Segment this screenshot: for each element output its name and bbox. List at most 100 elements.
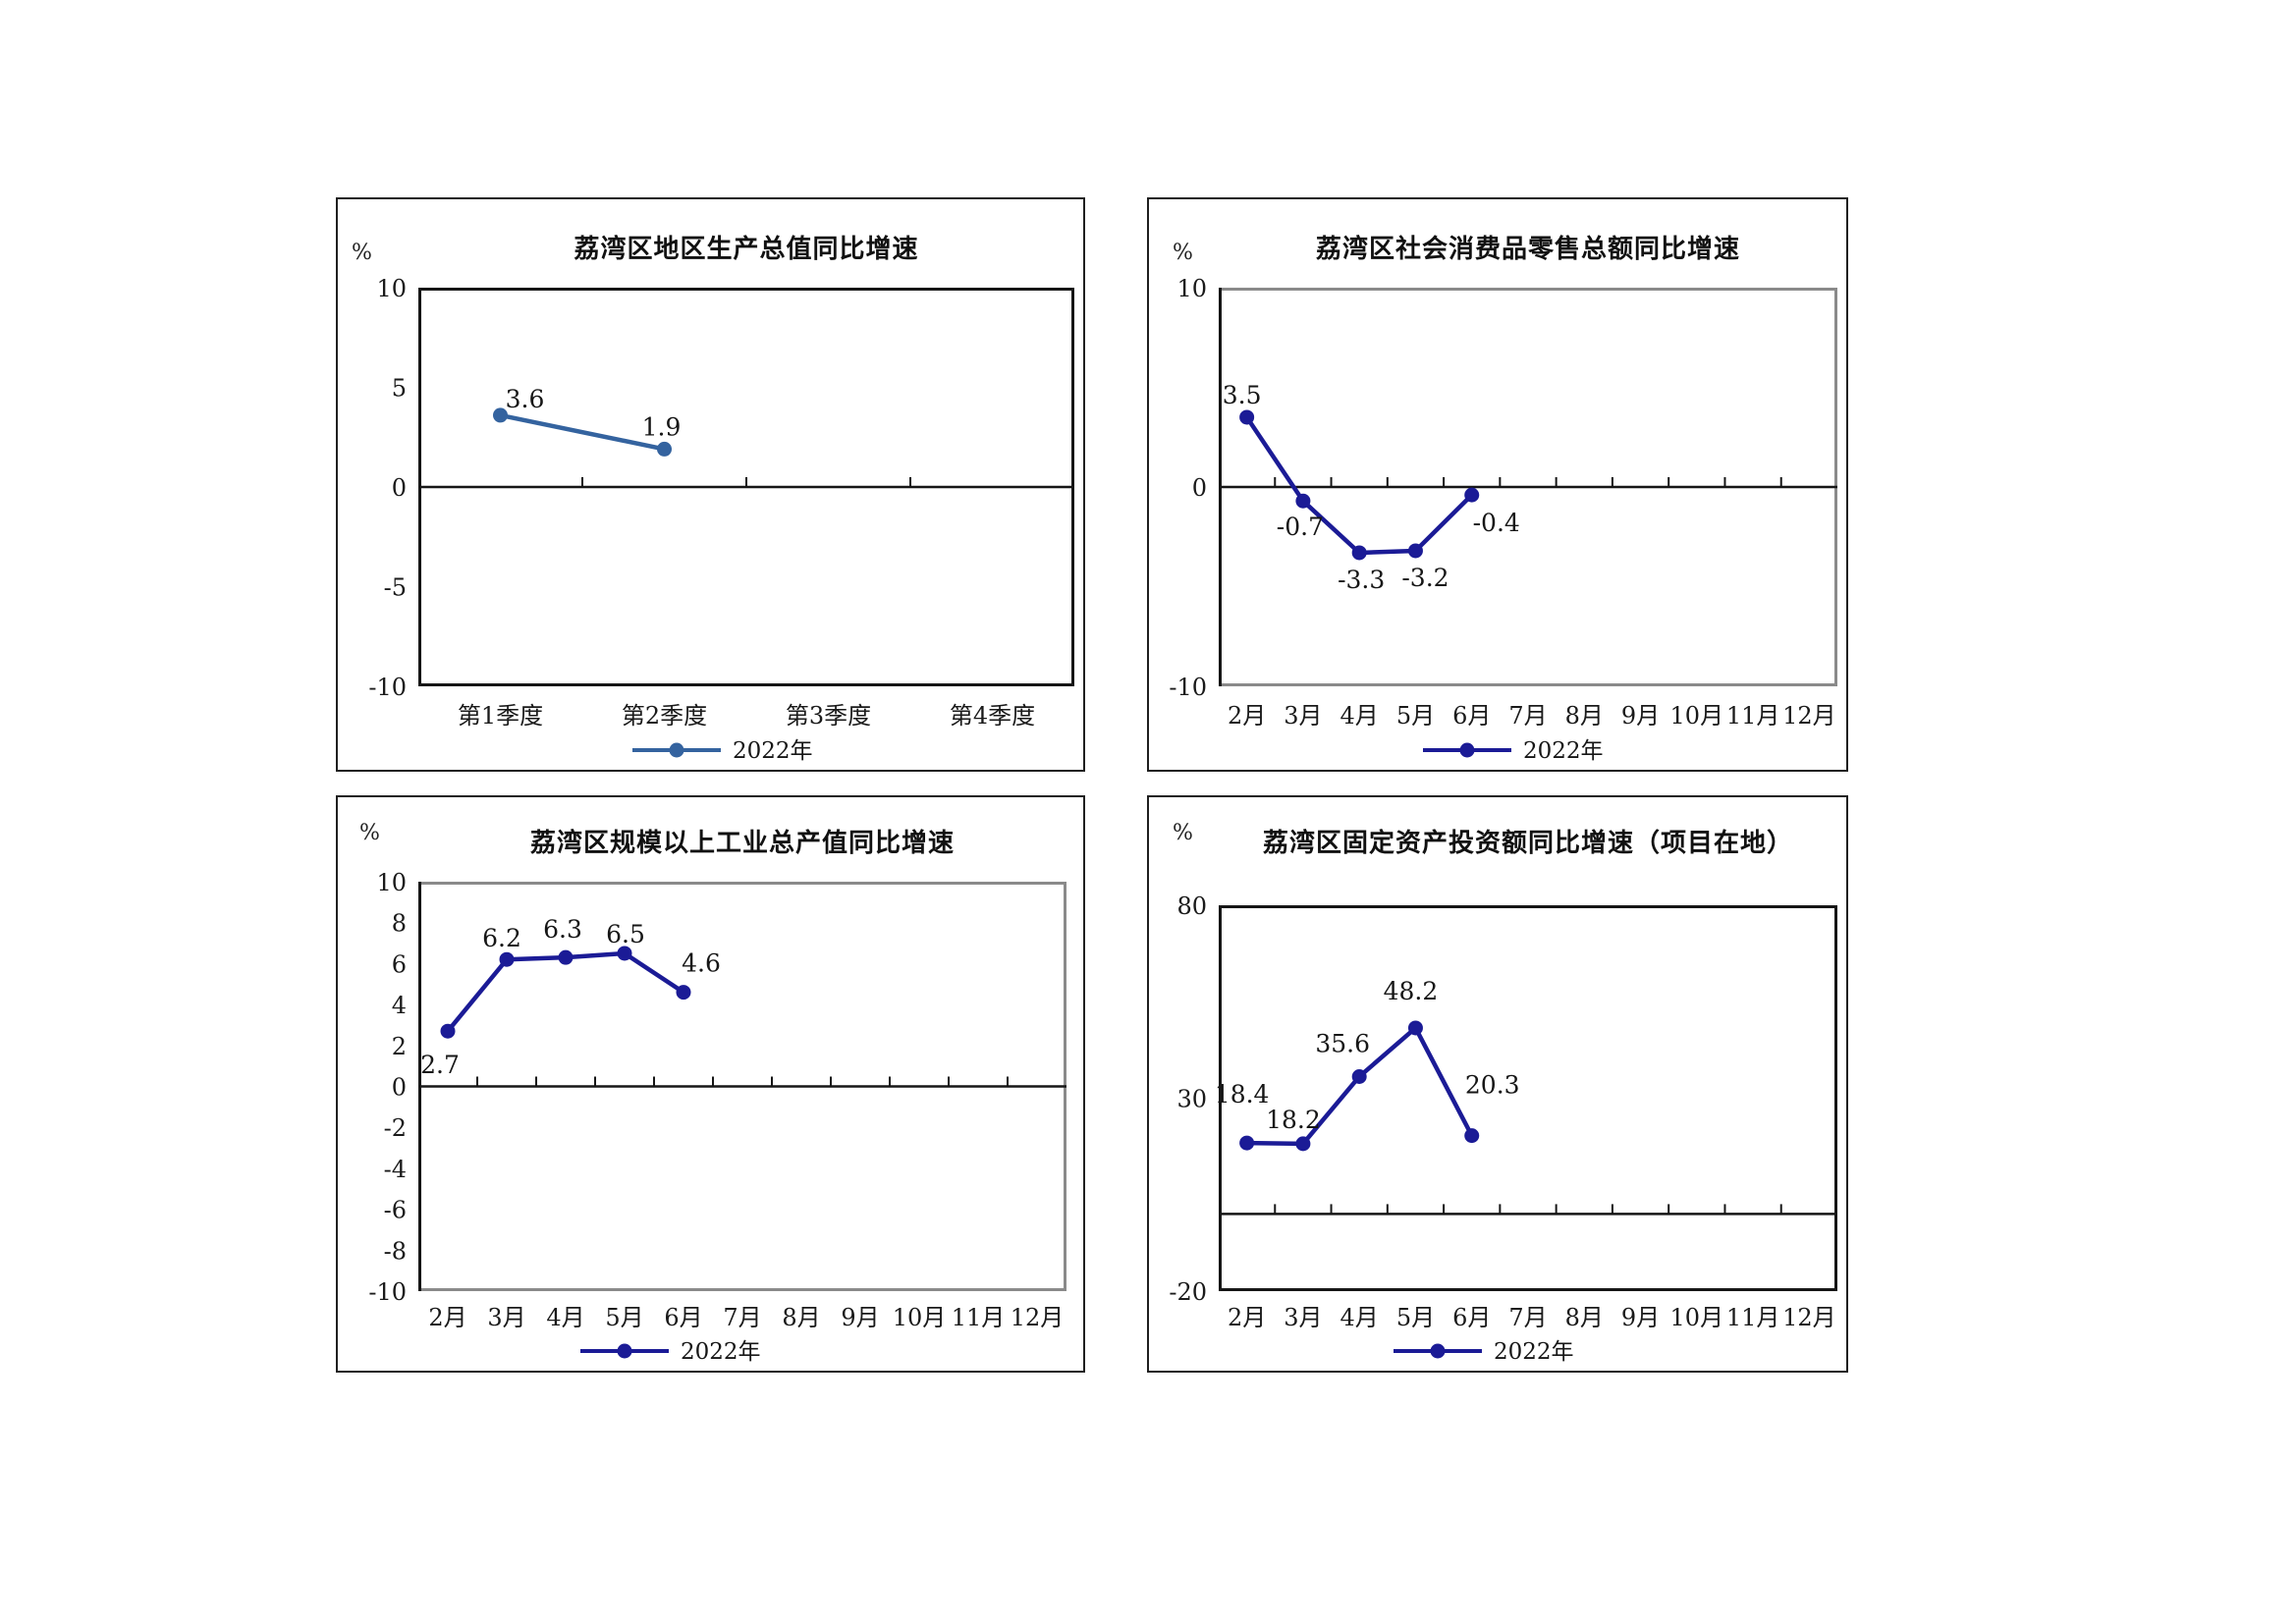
- data-point-marker: [1239, 409, 1255, 425]
- legend: 2022年: [1423, 738, 1604, 764]
- chart-title: 荔湾区固定资产投资额同比增速（项目在地）: [1262, 829, 1793, 858]
- data-label: 1.9: [642, 412, 682, 441]
- x-axis-labels: 2月 3月 4月 5月 6月 7月 8月 9月 10月 11月 12月: [1228, 1304, 1836, 1331]
- y-axis-tick-label: -8: [384, 1237, 407, 1265]
- data-point-marker: [493, 407, 508, 423]
- x-axis-tick-label: 9月: [1621, 1304, 1660, 1331]
- x-axis-tick-label: 10月: [1670, 1304, 1724, 1331]
- y-axis-unit-label: %: [1173, 241, 1193, 265]
- data-point-marker: [676, 985, 691, 1001]
- data-point-markers: [1239, 409, 1480, 561]
- x-axis-tick-label: 9月: [841, 1304, 879, 1331]
- data-label: 18.2: [1266, 1106, 1321, 1134]
- y-axis-tick-label: -2: [384, 1114, 407, 1142]
- x-axis-tick-label: 6月: [664, 1304, 702, 1331]
- data-label: 6.3: [543, 915, 582, 944]
- data-point-marker: [558, 949, 574, 965]
- x-axis-tick-label: 2月: [1228, 1304, 1266, 1331]
- y-axis-tick-label: -20: [1169, 1278, 1207, 1306]
- data-line: [445, 950, 686, 1034]
- legend-marker-symbol: [1459, 742, 1475, 758]
- x-axis-tick-label: 9月: [1621, 702, 1660, 730]
- data-label: 2.7: [420, 1051, 460, 1079]
- data-point-marker: [657, 441, 672, 457]
- y-axis-tick-label: 80: [1176, 893, 1207, 920]
- chart-canvas: 80 30 -20 2月 3月 4月 5月 6月 7月 8月 9月 10月 11月 12月 18.418.2…: [1169, 893, 1837, 1365]
- y-axis-tick-label: 8: [392, 910, 407, 938]
- x-axis-ticks: [581, 477, 911, 487]
- data-labels: 3.6 1.9: [506, 385, 682, 442]
- x-axis-tick-label: 5月: [1396, 702, 1435, 730]
- x-axis-tick-label: 12月: [1782, 1304, 1836, 1331]
- data-label: 48.2: [1384, 977, 1439, 1005]
- chart-title: 荔湾区社会消费品零售总额同比增速: [1315, 235, 1740, 264]
- data-point-marker: [1407, 543, 1423, 559]
- legend-marker-symbol: [1430, 1343, 1446, 1359]
- x-axis-tick-label: 8月: [782, 1304, 820, 1331]
- chart-canvas: 10 8 6 4 2 0 -2 -4 -6 -8 -10 2月 3月 4月 5月 6月 7月 8月 9月 10月 11月…: [368, 869, 1066, 1365]
- y-axis-tick-label: 4: [392, 992, 407, 1019]
- x-axis-ticks: [1274, 477, 1782, 487]
- data-point-marker: [1295, 493, 1311, 509]
- x-axis-tick-label: 5月: [1396, 1304, 1435, 1331]
- y-axis-tick-label: -6: [384, 1197, 407, 1224]
- y-axis-tick-label: 2: [392, 1033, 407, 1060]
- y-axis-tick-label: 10: [376, 275, 407, 302]
- chart-card-investment: % 荔湾区固定资产投资额同比增速（项目在地） 80 30 -20 2月 3月 4月 5月 6月…: [1147, 795, 1848, 1373]
- data-label: 18.4: [1215, 1080, 1270, 1109]
- x-axis-tick-label: 4月: [1340, 1304, 1379, 1331]
- x-axis-tick-label: 2月: [428, 1304, 466, 1331]
- y-axis-unit-label: %: [359, 821, 380, 845]
- data-label: -3.2: [1401, 564, 1449, 592]
- data-point-marker: [440, 1023, 456, 1039]
- legend-label: 2022年: [681, 1339, 761, 1365]
- x-axis-tick-label: 6月: [1452, 1304, 1491, 1331]
- x-axis-tick-label: 10月: [893, 1304, 947, 1331]
- data-point-marker: [1239, 1135, 1255, 1151]
- data-label: -3.3: [1338, 566, 1385, 594]
- y-axis-tick-label: 10: [376, 869, 407, 896]
- x-axis-labels: 2月 3月 4月 5月 6月 7月 8月 9月 10月 11月 12月: [1228, 702, 1836, 730]
- data-point-markers: [493, 407, 672, 457]
- x-axis-labels: 第1季度 第2季度 第3季度 第4季度: [458, 702, 1035, 730]
- x-axis-tick-label: 10月: [1670, 702, 1724, 730]
- x-axis-tick-label: 3月: [1284, 1304, 1322, 1331]
- y-axis-tick-label: -10: [368, 1278, 407, 1306]
- data-point-marker: [617, 946, 632, 961]
- y-axis-unit-label: %: [352, 241, 372, 265]
- legend-label: 2022年: [1523, 738, 1604, 764]
- legend-label: 2022年: [1494, 1339, 1574, 1365]
- data-label: 6.2: [482, 924, 521, 952]
- chart-card-retail: % 荔湾区社会消费品零售总额同比增速 10 0 -10 2月 3月 4月 5月 6月 7月 8月 9…: [1147, 197, 1848, 772]
- y-axis-tick-label: 30: [1176, 1086, 1207, 1113]
- y-axis-tick-label: 0: [1192, 474, 1207, 502]
- x-axis-tick-label: 7月: [723, 1304, 761, 1331]
- y-axis-unit-label: %: [1173, 821, 1193, 845]
- data-point-markers: [440, 946, 691, 1039]
- x-axis-tick-label: 第4季度: [950, 702, 1035, 730]
- x-axis-tick-label: 4月: [1340, 702, 1379, 730]
- data-point-marker: [1351, 1068, 1367, 1084]
- y-axis-tick-label: 6: [392, 950, 407, 978]
- y-axis-labels: 10 5 0 -5 -10: [368, 275, 407, 701]
- legend: 2022年: [632, 738, 813, 764]
- y-axis-tick-label: 5: [392, 375, 407, 403]
- data-point-marker: [1351, 545, 1367, 561]
- x-axis-tick-label: 5月: [605, 1304, 643, 1331]
- data-point-marker: [1464, 487, 1480, 503]
- legend: 2022年: [1394, 1339, 1574, 1365]
- legend-marker-symbol: [669, 742, 684, 758]
- y-axis-labels: 10 8 6 4 2 0 -2 -4 -6 -8 -10: [368, 869, 407, 1306]
- data-labels: 3.5 -0.7 -3.3 -3.2 -0.4: [1223, 381, 1520, 594]
- data-labels: 18.418.2 35.6 48.2 20.3: [1215, 977, 1520, 1134]
- data-label: 6.5: [606, 920, 645, 948]
- chart-title: 荔湾区地区生产总值同比增速: [574, 235, 919, 264]
- x-axis-tick-label: 11月: [1726, 1304, 1780, 1331]
- x-axis-tick-label: 12月: [1011, 1304, 1065, 1331]
- data-label: 3.5: [1223, 381, 1262, 409]
- x-axis-tick-label: 第1季度: [458, 702, 543, 730]
- data-label: -0.7: [1277, 513, 1324, 541]
- chart-card-industry: % 荔湾区规模以上工业总产值同比增速 10 8 6 4 2 0 -2 -4 -6 -8 -10 2月 3…: [336, 795, 1085, 1373]
- chart-canvas: 10 0 -10 2月 3月 4月 5月 6月 7月 8月 9月 10月 11月 12月 3.5 -0.7 -3…: [1169, 275, 1837, 764]
